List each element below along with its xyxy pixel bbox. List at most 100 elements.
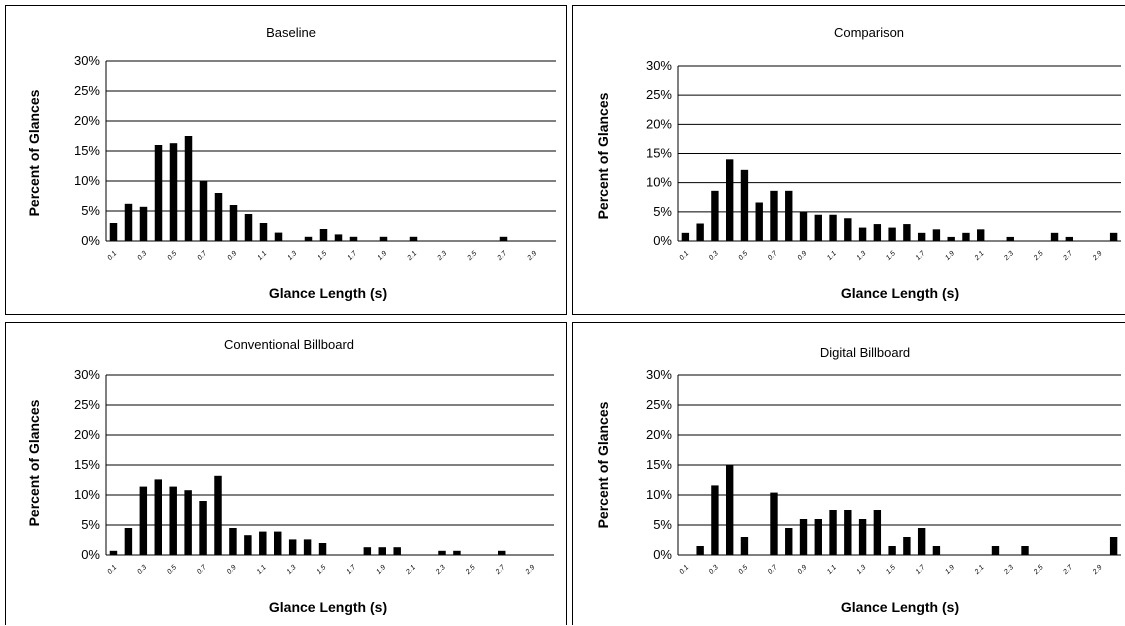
bar [858, 227, 867, 241]
bar [799, 211, 808, 241]
y-tick-label: 0% [653, 547, 672, 562]
bar [740, 537, 749, 555]
bar [799, 519, 808, 555]
x-tick-label: 1.5 [885, 564, 897, 576]
chart-baseline: Baseline Percent of Glances Glance Lengt… [5, 5, 567, 315]
x-tick-label: 1.1 [256, 564, 268, 576]
bar [932, 546, 941, 555]
bar [725, 465, 734, 555]
chart-comparison-svg: Comparison Percent of Glances Glance Len… [595, 25, 1121, 301]
bar [873, 224, 882, 241]
bar [1109, 232, 1118, 241]
bar [184, 136, 193, 241]
y-tick-label: 5% [81, 203, 100, 218]
y-tick-label: 25% [646, 87, 672, 102]
chart-title: Digital Billboard [820, 345, 910, 360]
bar [962, 232, 970, 241]
bar [740, 169, 749, 241]
bar [214, 475, 222, 555]
chart-title: Comparison [834, 25, 904, 40]
bar [873, 510, 882, 555]
bar [498, 550, 506, 555]
x-tick-label: 2.1 [973, 564, 986, 577]
x-tick-label: 2.1 [406, 250, 419, 263]
x-tick-label: 0.3 [708, 250, 720, 262]
bar [977, 229, 985, 241]
x-tick-label: 0.9 [226, 564, 238, 576]
bar [349, 236, 358, 241]
x-tick-label: 2.7 [1062, 249, 1075, 262]
y-tick-label: 30% [74, 367, 100, 382]
bar [154, 145, 163, 241]
y-tick-label: 0% [81, 233, 100, 248]
bar [169, 143, 178, 241]
x-tick-label: 1.3 [286, 564, 298, 576]
bar [304, 236, 313, 241]
x-tick-label: 0.1 [678, 564, 690, 576]
bar [453, 550, 461, 555]
x-tick-label: 0.1 [107, 250, 119, 262]
x-tick-label: 0.5 [167, 250, 179, 262]
bar [109, 550, 118, 555]
x-tick-label: 2.3 [1003, 564, 1016, 577]
bar [725, 159, 734, 241]
bar [124, 528, 133, 555]
y-tick-label: 20% [74, 427, 100, 442]
x-tick-label: 0.1 [106, 564, 118, 576]
bar [844, 510, 852, 555]
bar [229, 528, 237, 555]
x-tick-label: 0.1 [678, 250, 690, 262]
y-tick-label: 20% [646, 116, 672, 131]
x-tick-label: 1.7 [915, 563, 928, 576]
bar [318, 543, 327, 555]
y-tick-label: 20% [646, 427, 672, 442]
bar [696, 546, 704, 555]
bar [169, 486, 177, 555]
x-tick-label: 1.7 [345, 563, 358, 576]
bar [244, 535, 252, 555]
y-tick-label: 5% [653, 204, 672, 219]
bar [932, 229, 941, 241]
y-tick-label: 10% [74, 487, 100, 502]
bar [288, 539, 297, 555]
y-tick-label: 30% [646, 58, 672, 73]
x-tick-label: 2.1 [973, 250, 986, 263]
bar [917, 232, 926, 241]
x-tick-label: 0.7 [197, 249, 210, 262]
bar [785, 190, 793, 241]
bar [154, 479, 162, 555]
x-tick-label: 1.7 [347, 249, 360, 262]
x-tick-label: 2.5 [1032, 250, 1045, 263]
y-axis-label: Percent of Glances [595, 401, 611, 528]
x-tick-label: 1.1 [257, 250, 269, 262]
bar [711, 190, 719, 241]
x-tick-label: 1.5 [316, 564, 328, 576]
bar [244, 214, 253, 241]
bar [829, 510, 837, 555]
x-tick-label: 2.7 [494, 563, 507, 576]
x-tick-label: 2.1 [404, 564, 417, 577]
x-tick-label: 2.3 [1003, 250, 1016, 263]
bar [379, 236, 388, 241]
x-tick-label: 2.7 [1062, 563, 1075, 576]
x-tick-label: 1.3 [287, 250, 299, 262]
y-tick-label: 15% [74, 457, 100, 472]
x-axis-label: Glance Length (s) [269, 285, 387, 301]
x-tick-label: 2.9 [1091, 564, 1104, 577]
y-tick-label: 30% [74, 53, 100, 68]
x-tick-label: 0.3 [708, 564, 720, 576]
x-tick-label: 0.7 [767, 563, 780, 576]
x-tick-label: 0.9 [797, 250, 809, 262]
bar [499, 236, 508, 241]
x-tick-label: 1.3 [856, 564, 868, 576]
x-tick-label: 1.9 [944, 250, 956, 262]
bar [903, 537, 911, 555]
x-tick-label: 1.1 [826, 250, 838, 262]
x-tick-label: 1.3 [856, 250, 868, 262]
bar [124, 203, 133, 241]
bar [199, 181, 208, 241]
bar [755, 202, 763, 241]
bar [770, 190, 778, 241]
y-tick-label: 0% [81, 547, 100, 562]
bar [917, 528, 926, 555]
